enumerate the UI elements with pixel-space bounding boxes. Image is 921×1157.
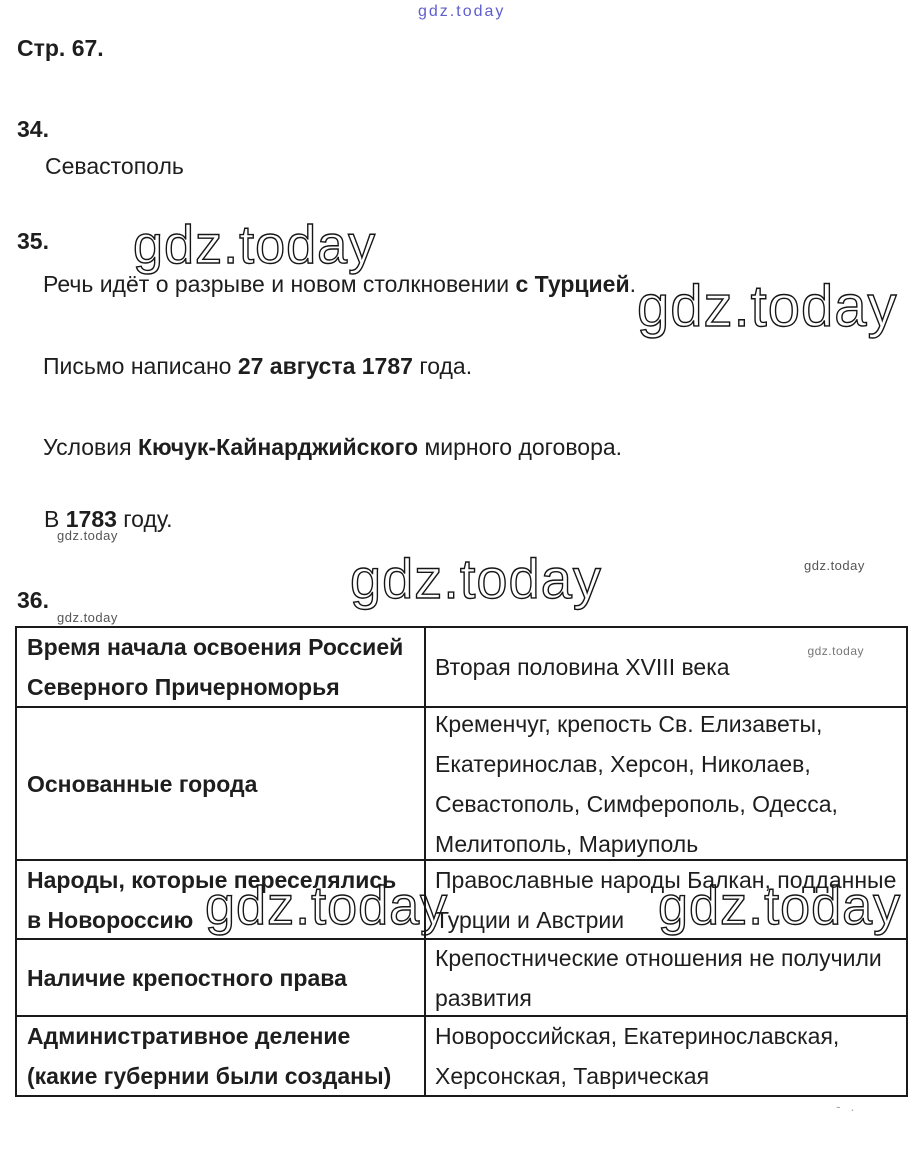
paragraph-bold-term: с Турцией (515, 271, 630, 297)
cell-line: Вторая половина XVIII века (435, 654, 730, 680)
cell-line: Крепостнические отношения не получили (435, 944, 882, 971)
gdz-watermark-small-3: gdz.today (57, 610, 118, 625)
table-row: Время начала освоения Россией Северного … (17, 628, 906, 706)
row-value-cell: Кременчуг, крепость Св. Елизаветы, Екате… (426, 708, 906, 859)
cell-line: в Новороссию (27, 906, 194, 933)
cell-line: Православные народы Балкан, подданные (435, 866, 897, 893)
cell-line: Мелитополь, Мариуполь (435, 830, 699, 857)
gdz-watermark-small-4: gdz.today (807, 644, 864, 658)
paragraph-bold-term: Кючук-Кайнарджийского (137, 434, 419, 460)
cell-line: (какие губернии были созданы) (27, 1063, 392, 1089)
cell-line: Севастополь, Симферополь, Одесса, (435, 790, 838, 817)
site-watermark-top: gdz.today (418, 3, 506, 20)
paragraph-bold-term: 1783 (65, 506, 117, 532)
cell-line: Новороссийская, Екатеринославская, (435, 1023, 840, 1049)
row-label-cell: Основанные города (17, 708, 426, 859)
gdz-watermark-small-1: gdz.today (57, 528, 118, 543)
cell-line: развития (435, 984, 532, 1011)
paragraph-text: В (44, 506, 66, 532)
paragraph-text: Письмо написано (43, 353, 238, 379)
cell-line: Северного Причерноморья (27, 674, 340, 700)
gdz-watermark-small-2: gdz.today (804, 558, 865, 573)
section-34-answer: Севастополь (45, 153, 184, 179)
gdz-watermark-large-2: gdz.today (636, 274, 898, 339)
section-36-number: 36. (17, 587, 49, 613)
cell-line: Екатеринослав, Херсон, Николаев, (435, 750, 811, 777)
cell-line: Основанные города (27, 770, 258, 797)
gdz-watermark-large-1: gdz.today (132, 215, 377, 275)
answer-paragraph: Условия Кючук-Кайнарджийского мирного до… (43, 433, 622, 461)
cell-line: Херсонская, Таврическая (435, 1063, 710, 1089)
paragraph-text: . (629, 271, 636, 297)
table-row: Наличие крепостного права Крепостнически… (17, 938, 906, 1015)
paragraph-text: Условия (43, 434, 138, 460)
faint-end-marks: - . (836, 1098, 858, 1114)
row-label-cell: Народы, которые переселялись в Новоросси… (17, 861, 426, 938)
answer-paragraph: Речь идёт о разрыве и новом столкновении… (43, 270, 636, 298)
paragraph-text: Речь идёт о разрыве и новом столкновении (43, 271, 516, 297)
cell-line: Народы, которые переселялись (27, 866, 397, 893)
answer-paragraph: В 1783 году. (44, 505, 172, 533)
cell-line: Турции и Австрии (435, 906, 625, 933)
gdz-watermark-large-3: gdz.today (349, 547, 602, 610)
row-label-cell: Административное деление (какие губернии… (17, 1017, 426, 1095)
row-label-cell: Время начала освоения Россией Северного … (17, 628, 426, 706)
table-row: Народы, которые переселялись в Новоросси… (17, 859, 906, 938)
row-value-cell: Православные народы Балкан, подданные Ту… (426, 861, 906, 938)
paragraph-text: году. (116, 506, 173, 532)
cell-line: Время начала освоения Россией (27, 634, 404, 660)
paragraph-text: мирного договора. (418, 434, 623, 460)
cell-line: Административное деление (27, 1023, 351, 1049)
table-row: Административное деление (какие губернии… (17, 1015, 906, 1095)
cell-line: Наличие крепостного права (27, 964, 347, 991)
section-34-number: 34. (17, 116, 49, 142)
row-value-cell: Крепостнические отношения не получили ра… (426, 940, 906, 1015)
table-row: Основанные города Кременчуг, крепость Св… (17, 706, 906, 859)
row-label-cell: Наличие крепостного права (17, 940, 426, 1015)
answers-table: Время начала освоения Россией Северного … (15, 626, 908, 1097)
section-35-number: 35. (17, 228, 49, 254)
cell-line: Кременчуг, крепость Св. Елизаветы, (435, 710, 823, 737)
row-value-cell: Новороссийская, Екатеринославская, Херсо… (426, 1017, 906, 1095)
answer-paragraph: Письмо написано 27 августа 1787 года. (43, 352, 472, 380)
paragraph-bold-term: 27 августа 1787 (237, 353, 413, 379)
row-value-cell: Вторая половина XVIII века gdz.today (426, 628, 906, 706)
paragraph-text: года. (412, 353, 473, 379)
page-title: Стр. 67. (17, 35, 104, 61)
